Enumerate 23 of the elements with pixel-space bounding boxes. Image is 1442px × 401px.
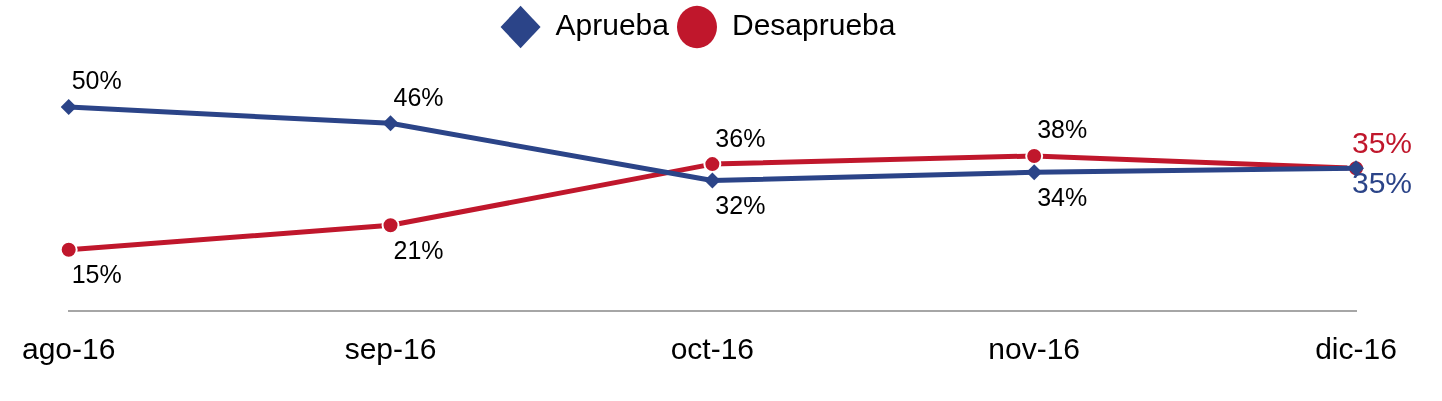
x-tick-label: nov-16 <box>988 332 1081 366</box>
point <box>60 99 77 115</box>
legend-label: Aprueba <box>555 8 670 42</box>
data-label: 21% <box>393 235 444 264</box>
data-label: 50% <box>71 66 122 95</box>
x-tick-label: dic-16 <box>1315 332 1397 366</box>
point <box>1026 164 1043 181</box>
point <box>381 216 400 235</box>
data-label: 34% <box>1037 182 1088 211</box>
data-label: 36% <box>715 123 766 152</box>
point <box>382 115 399 132</box>
point <box>704 172 721 189</box>
data-label: 38% <box>1037 115 1088 144</box>
data-label: 15% <box>71 260 122 289</box>
data-label: 35% <box>1351 166 1413 200</box>
legend-label: Desaprueba <box>731 8 896 42</box>
data-label: 46% <box>393 82 444 111</box>
data-label: 35% <box>1351 126 1413 160</box>
data-label: 32% <box>715 190 766 219</box>
x-tick-label: oct-16 <box>670 332 755 366</box>
point <box>59 240 78 259</box>
x-tick-label: ago-16 <box>22 332 116 366</box>
x-tick-label: sep-16 <box>344 332 437 366</box>
